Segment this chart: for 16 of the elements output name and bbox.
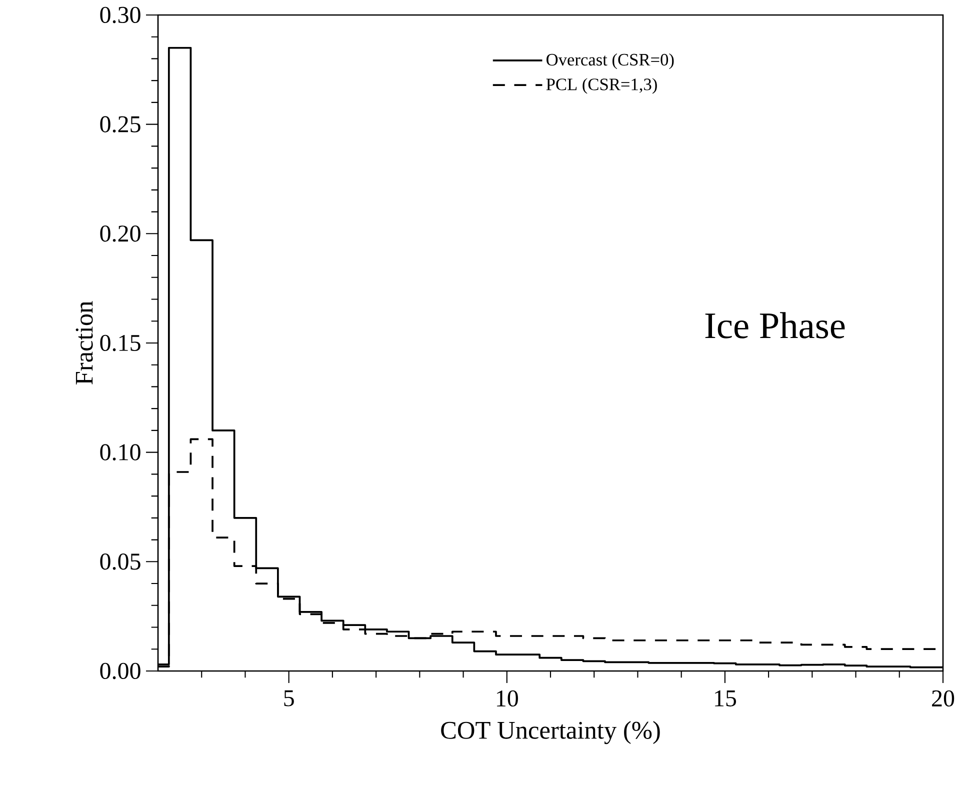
y-tick-label: 0.20 (100, 226, 140, 242)
legend-label: Overcast (CSR=0) (546, 53, 674, 70)
y-tick-label: 0.30 (100, 6, 140, 24)
y-tick-label: 0.00 (100, 662, 140, 680)
y-tick-label: 0.05 (100, 554, 140, 570)
x-tick-label: 10 (497, 690, 518, 707)
x-tick-label: 15 (715, 690, 736, 706)
x-tick-label: 5 (284, 690, 294, 706)
x-axis-title: COT Uncertainty (%) (441, 721, 660, 744)
y-axis-title: Fraction (76, 301, 93, 384)
y-tick-label: 0.15 (100, 334, 140, 352)
y-tick-label: 0.10 (100, 444, 140, 460)
annotation: Ice Phase (705, 312, 845, 338)
y-tick-label: 0.25 (100, 116, 140, 132)
x-tick-label: 20 (932, 690, 954, 707)
legend-label: PCL (CSR=1,3) (546, 78, 657, 94)
